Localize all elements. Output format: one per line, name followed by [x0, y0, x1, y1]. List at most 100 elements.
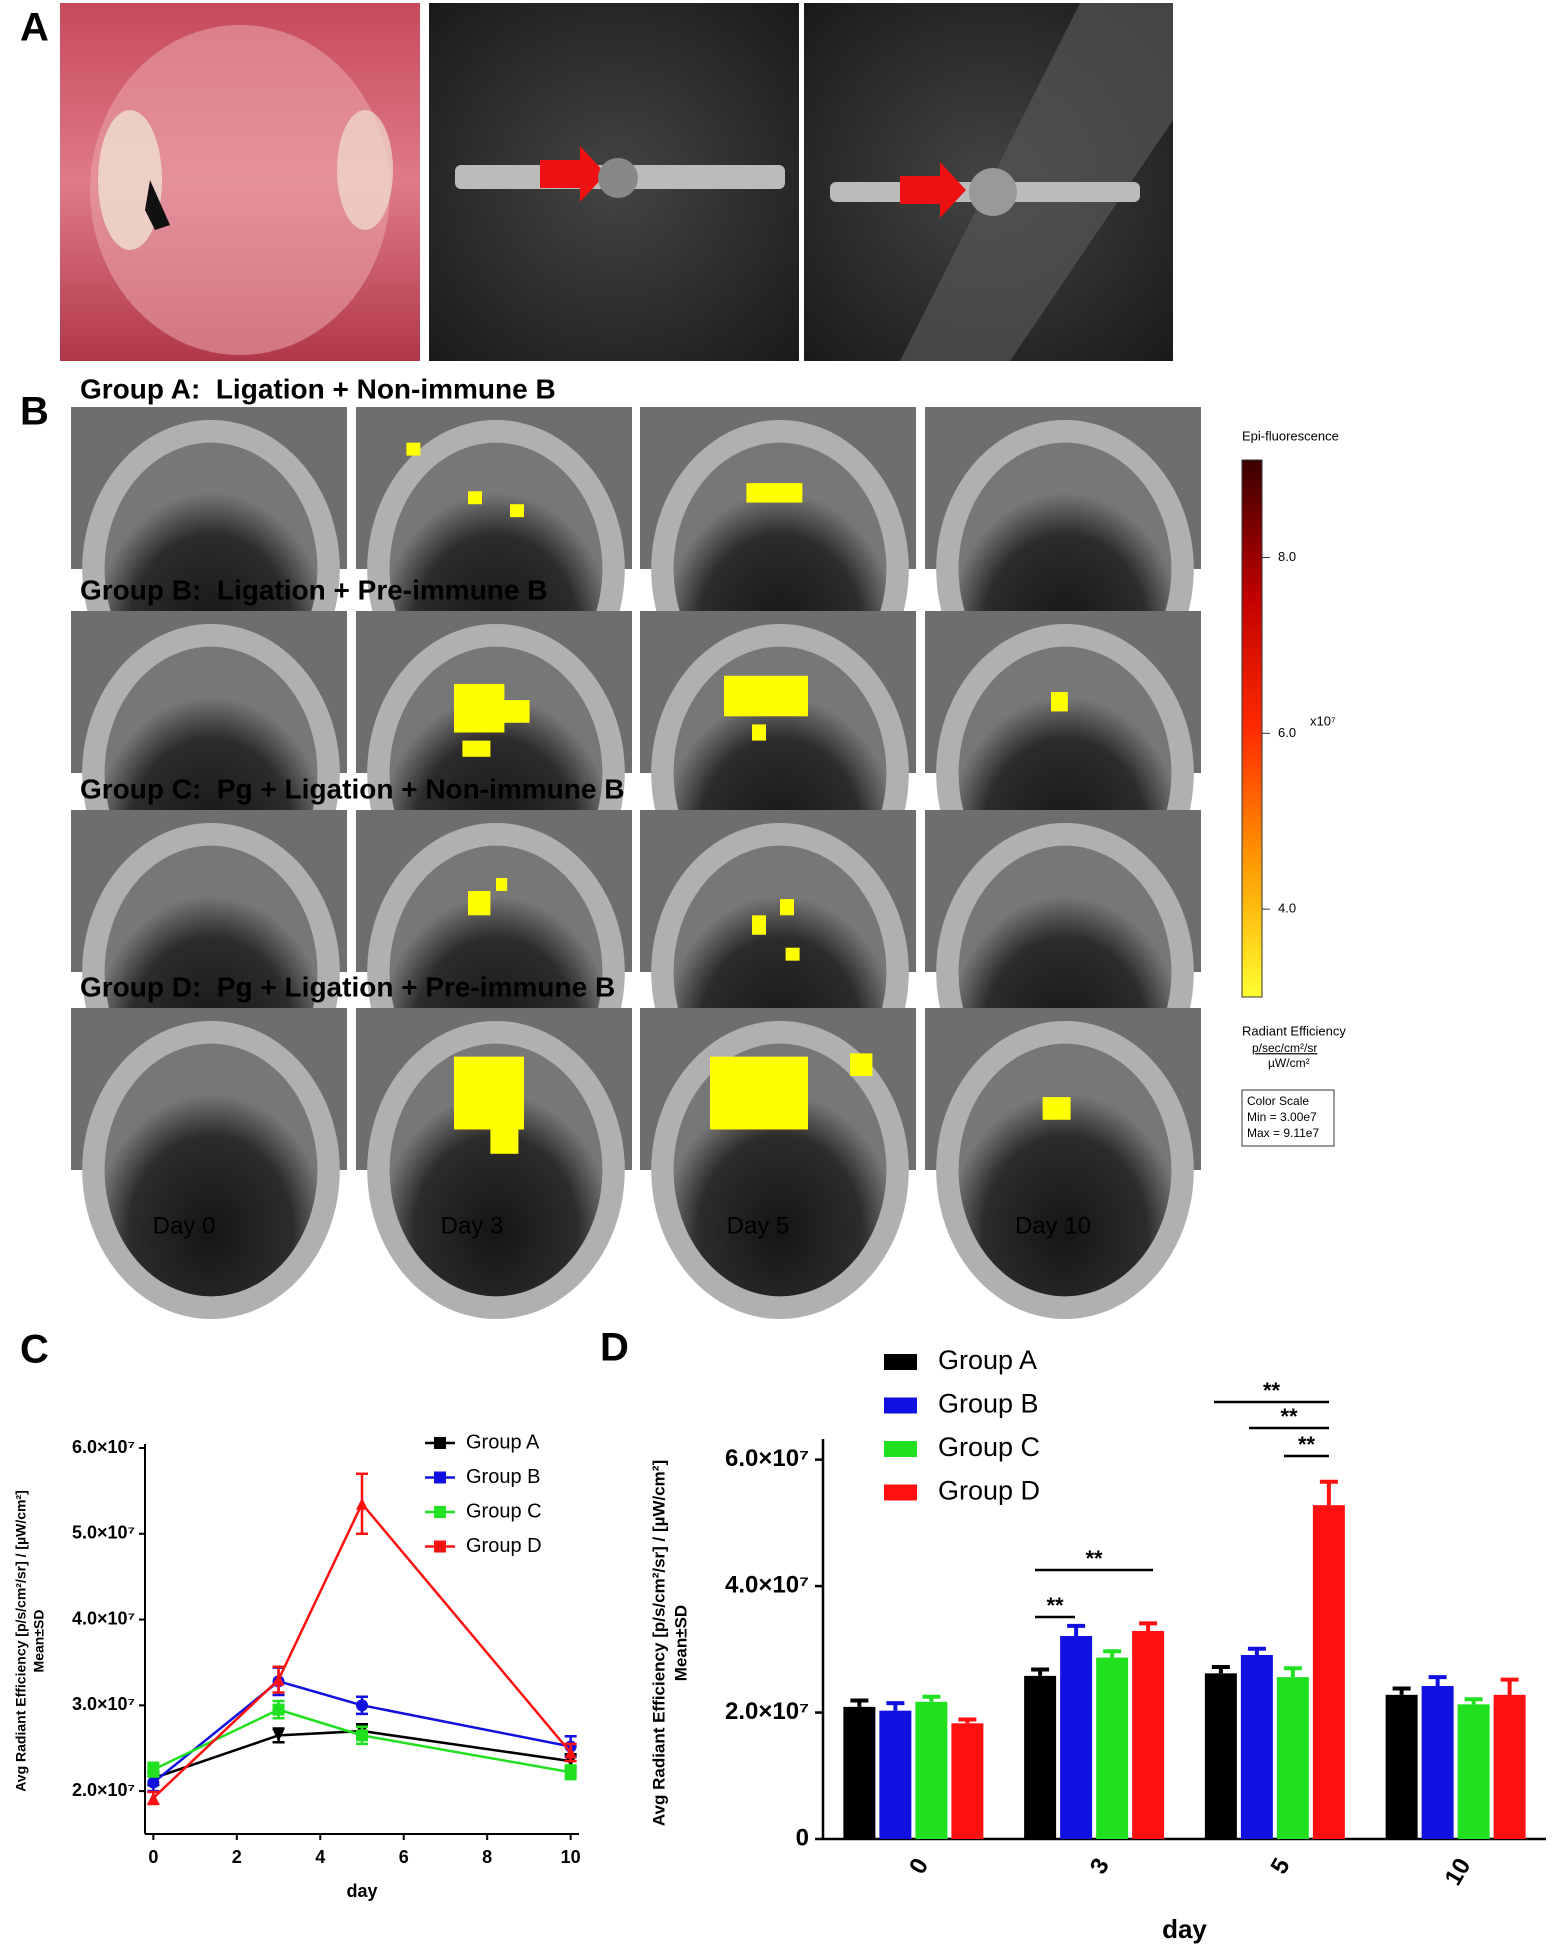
error-bar — [958, 1717, 977, 1724]
error-bar — [1139, 1621, 1158, 1631]
bar — [1024, 1675, 1057, 1839]
significance-label: ** — [1298, 1432, 1316, 1457]
scale-box — [1241, 1089, 1335, 1147]
error-bar — [922, 1694, 941, 1702]
error-bar — [1283, 1666, 1302, 1678]
legend-label: Group C — [938, 1432, 1040, 1462]
y-axis-label: Avg Radiant Efficiency [p/s/cm²/sr] / [µ… — [13, 1490, 29, 1792]
colorbar — [1241, 459, 1263, 998]
bar — [879, 1710, 912, 1839]
bar — [1060, 1636, 1093, 1839]
bar — [1204, 1673, 1237, 1839]
day-label: Day 0 — [153, 1212, 216, 1239]
x-tick-label: 5 — [1266, 1854, 1296, 1879]
signal-spot — [496, 878, 508, 891]
significance-label: ** — [1280, 1404, 1298, 1429]
imaging-mouth — [958, 1043, 1172, 1297]
significance-label: ** — [1046, 1593, 1064, 1618]
error-bar — [1500, 1677, 1519, 1695]
y-tick-label: 5.0×10⁷ — [72, 1523, 135, 1543]
marker — [147, 1776, 160, 1789]
signal-spot — [1051, 692, 1068, 712]
panel-label: C — [20, 1328, 49, 1372]
error-bar — [1247, 1646, 1266, 1656]
legend-swatch — [884, 1397, 917, 1414]
error-bar — [1211, 1665, 1230, 1674]
error-bar — [1103, 1649, 1122, 1658]
error-bar — [1392, 1686, 1411, 1695]
x-tick-label: 3 — [1085, 1854, 1115, 1879]
marker — [272, 1703, 285, 1716]
y-tick-label: 2.0×10⁷ — [72, 1780, 135, 1800]
legend-swatch — [884, 1484, 917, 1501]
legend-label: Group A — [938, 1345, 1037, 1375]
group-title: Group C: Pg + Ligation + Non-immune B — [80, 773, 624, 804]
bar — [1096, 1657, 1129, 1839]
error-bar — [1319, 1479, 1338, 1506]
series-line — [152, 1729, 571, 1780]
marker — [356, 1699, 368, 1712]
signal-spot — [724, 675, 808, 717]
marker — [272, 1673, 285, 1686]
error-bar — [1464, 1697, 1483, 1705]
bar — [843, 1706, 876, 1839]
imaging-mouth — [104, 1043, 318, 1297]
bar — [1312, 1505, 1345, 1839]
group-title: Group B: Ligation + Pre-immune B — [80, 574, 547, 605]
bar — [915, 1701, 948, 1839]
colorbar-tick-label: 8.0 — [1278, 549, 1296, 564]
marker — [147, 1791, 160, 1804]
colorbar-title: Epi-fluorescence — [1242, 428, 1339, 443]
legend-label: Group D — [466, 1535, 542, 1557]
group-title: Group D: Pg + Ligation + Pre-immune B — [80, 971, 615, 1002]
day-label: Day 10 — [1015, 1212, 1091, 1239]
signal-spot — [468, 491, 482, 505]
x-tick-label: 0 — [904, 1854, 934, 1879]
y-tick-label: 6.0×10⁷ — [725, 1445, 809, 1472]
legend-swatch — [884, 1354, 917, 1370]
x-axis-label: day — [1162, 1914, 1207, 1944]
legend-label: Group D — [938, 1476, 1040, 1506]
signal-spot — [510, 504, 524, 518]
day-label: Day 5 — [727, 1212, 790, 1239]
scale-box-line: Max = 9.11e7 — [1247, 1126, 1319, 1140]
error-bar — [886, 1701, 905, 1711]
signal-spot — [752, 724, 766, 741]
marker — [564, 1766, 577, 1779]
bar — [1385, 1694, 1418, 1839]
x-axis-label: day — [346, 1881, 377, 1901]
panel-label: A — [20, 6, 49, 50]
signal-spot — [850, 1053, 873, 1077]
x-tick-label: 8 — [482, 1847, 492, 1867]
signal-spot — [752, 915, 766, 935]
bar — [1276, 1677, 1309, 1839]
colorbar-unit-den: µW/cm² — [1268, 1056, 1310, 1070]
signal-spot — [785, 947, 800, 961]
signal-spot — [454, 683, 505, 733]
legend-label: Group C — [466, 1500, 542, 1522]
error-bar — [1428, 1675, 1447, 1686]
signal-spot — [462, 740, 491, 757]
day-label: Day 3 — [441, 1212, 504, 1239]
y-axis-label: Avg Radiant Efficiency [p/s/cm²/sr] / [µ… — [649, 1460, 668, 1826]
marker — [356, 1497, 368, 1510]
x-tick-label: 2 — [232, 1847, 242, 1867]
signal-spot — [490, 1121, 519, 1154]
y-tick-label: 6.0×10⁷ — [72, 1437, 135, 1457]
signal-spot — [780, 899, 794, 916]
signal-spot — [501, 700, 530, 723]
bar — [1457, 1704, 1490, 1839]
colorbar-tick-label: 4.0 — [1278, 901, 1296, 916]
y-tick-label: 0 — [796, 1824, 809, 1851]
legend-swatch — [434, 1471, 446, 1484]
colorbar-unit-num: p/sec/cm²/sr — [1252, 1041, 1317, 1055]
bar — [1132, 1630, 1165, 1839]
photo-panel-a — [60, 3, 1173, 361]
bar — [1493, 1694, 1526, 1839]
y-tick-label: 3.0×10⁷ — [72, 1694, 135, 1714]
y-axis-label-2: Mean±SD — [671, 1605, 690, 1681]
y-tick-label: 4.0×10⁷ — [725, 1571, 809, 1598]
marker — [147, 1763, 160, 1776]
legend-label: Group B — [466, 1466, 540, 1488]
bar — [951, 1723, 984, 1839]
